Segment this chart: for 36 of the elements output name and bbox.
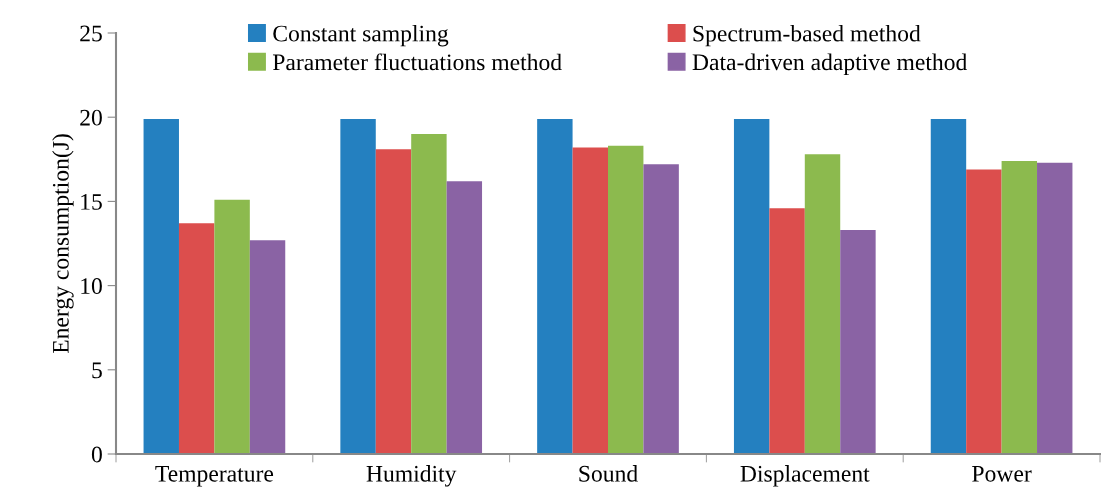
bar <box>733 118 770 454</box>
legend-label: Parameter fluctuations method <box>272 53 562 71</box>
bar <box>375 149 412 454</box>
bar <box>643 164 679 454</box>
y-tick-label: 20 <box>80 109 102 126</box>
x-tick-label: Displacement <box>740 465 870 487</box>
x-tick-label: Humidity <box>366 465 457 487</box>
bar <box>1037 162 1073 454</box>
bar <box>608 145 644 454</box>
bar <box>340 118 376 454</box>
bar <box>178 223 215 454</box>
bar <box>930 118 967 454</box>
bar <box>804 154 841 454</box>
y-tick-label: 15 <box>81 194 102 210</box>
bar <box>411 134 447 454</box>
bar <box>249 240 286 454</box>
x-tick-label: Sound <box>579 465 638 482</box>
bar <box>769 208 805 454</box>
bar <box>572 147 608 454</box>
y-tick-label: 10 <box>81 278 102 295</box>
bar <box>214 199 250 454</box>
legend-label: Spectrum-based method <box>693 24 921 47</box>
legend-label: Data-driven adaptive method <box>692 53 968 75</box>
x-tick-label: Temperature <box>155 466 274 487</box>
bar <box>1001 160 1038 454</box>
y-axis-title: Energy consumption(J) <box>52 134 74 354</box>
y-tick-label: 0 <box>91 446 102 463</box>
bar <box>446 181 483 454</box>
bar <box>537 118 573 454</box>
x-tick-label: Power <box>972 466 1032 482</box>
bar <box>966 169 1002 454</box>
y-tick-label: 25 <box>80 25 102 42</box>
y-tick-label: 5 <box>92 362 102 379</box>
legend-label: Constant sampling <box>273 24 449 47</box>
bar <box>143 118 179 454</box>
bar <box>840 230 876 454</box>
